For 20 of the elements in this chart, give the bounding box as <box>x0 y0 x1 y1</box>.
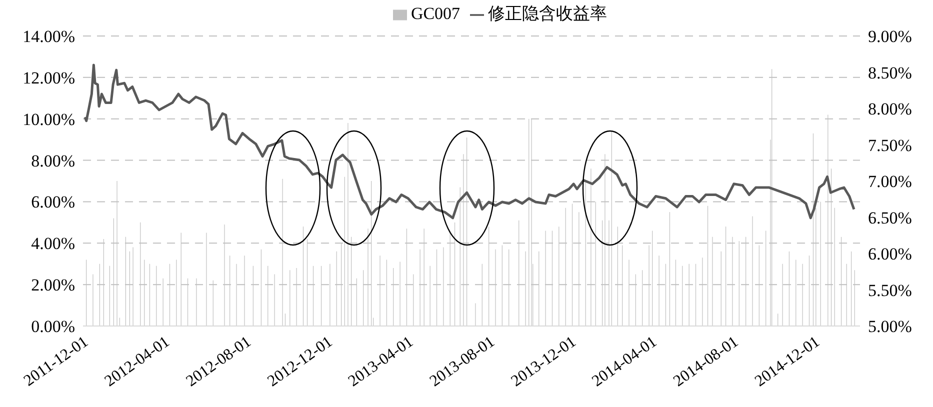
y2-tick-label: 8.00% <box>868 100 912 119</box>
y-tick-label: 8.00% <box>31 151 75 170</box>
y2-tick-label: 6.50% <box>868 208 912 228</box>
y2-tick-label: 8.50% <box>868 63 912 82</box>
y-tick-label: 0.00% <box>31 317 75 336</box>
y2-tick-label: 7.50% <box>868 136 912 155</box>
y2-tick-label: 5.00% <box>868 317 912 336</box>
legend-label: GC007 <box>410 4 460 23</box>
y-tick-label: 4.00% <box>31 234 75 254</box>
y2-tick-label: 9.00% <box>868 27 912 46</box>
y-tick-label: 12.00% <box>22 68 75 88</box>
y-tick-label: 10.00% <box>22 110 75 129</box>
y-tick-label: 6.00% <box>31 192 75 212</box>
y-tick-label: 14.00% <box>22 27 75 46</box>
legend-label: 修正隐含收益率 <box>488 4 608 23</box>
line-series <box>84 64 856 220</box>
y2-tick-label: 6.00% <box>868 244 912 264</box>
y2-tick-label: 5.50% <box>868 280 912 300</box>
y-tick-label: 2.00% <box>31 276 75 295</box>
y2-tick-label: 7.00% <box>868 172 912 192</box>
